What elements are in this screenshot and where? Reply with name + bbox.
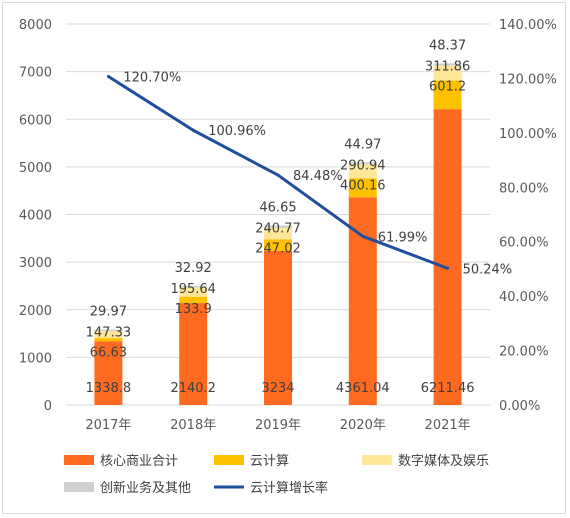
data-label: 311.86 [425, 59, 471, 74]
bar-segment [348, 178, 377, 198]
bar-segment [433, 109, 462, 406]
legend-swatch [362, 455, 392, 465]
bar-segment [264, 225, 292, 228]
data-label: 1338.8 [86, 381, 132, 396]
y-right-tick-label: 20.00% [499, 345, 549, 360]
y-left-tick-label: 2000 [19, 304, 52, 319]
legend-swatch [64, 482, 94, 492]
data-label: 2140.2 [170, 381, 216, 396]
y-left-tick-label: 3000 [19, 256, 52, 271]
data-label: 44.97 [344, 137, 381, 152]
bar-segment [94, 331, 123, 339]
growth-rate-point [106, 75, 110, 79]
growth-rate-label: 50.24% [463, 262, 513, 277]
data-label: 32.92 [175, 261, 212, 276]
bar-segment [179, 296, 208, 304]
bar-segment [94, 329, 123, 332]
data-label: 46.65 [259, 201, 296, 216]
bar-segment [264, 250, 292, 405]
growth-rate-point [191, 128, 195, 132]
y-right-tick-label: 40.00% [499, 290, 549, 305]
data-label: 240.77 [255, 222, 301, 237]
y-right-tick-label: 100.00% [499, 127, 557, 142]
data-label: 290.94 [340, 158, 386, 173]
legend-swatch [64, 455, 94, 465]
bar-segment [264, 227, 292, 240]
y-right-tick-label: 60.00% [499, 236, 549, 251]
x-tick-label: 2019年 [255, 418, 301, 433]
data-label: 601.2 [429, 79, 466, 94]
y-left-tick-label: 0 [44, 399, 52, 414]
y-left-tick-label: 1000 [19, 351, 52, 366]
legend-label: 创新业务及其他 [100, 480, 191, 496]
y-right-tick-label: 140.00% [499, 18, 557, 33]
bar-segment [348, 162, 377, 165]
data-label: 29.97 [90, 305, 127, 320]
data-label: 3234 [261, 381, 294, 396]
x-tick-label: 2017年 [85, 418, 131, 433]
x-tick-label: 2021年 [425, 418, 471, 433]
x-tick-label: 2018年 [170, 418, 216, 433]
bar-segment [433, 63, 462, 66]
y-left-tick-label: 7000 [19, 66, 52, 81]
y-right-tick-label: 0.00% [499, 399, 540, 414]
bar-segment [433, 65, 462, 81]
data-label: 48.37 [429, 38, 466, 53]
legend-label: 云计算 [250, 454, 289, 469]
bar-segment [94, 341, 123, 405]
growth-rate-point [276, 173, 280, 177]
y-left-tick-label: 6000 [19, 113, 52, 128]
growth-rate-label: 84.48% [293, 169, 343, 184]
y-left-tick-label: 5000 [19, 161, 52, 176]
bar-segment [348, 164, 377, 179]
bar-segment [179, 285, 208, 288]
growth-rate-label: 61.99% [378, 230, 428, 245]
legend-label: 云计算增长率 [250, 480, 328, 496]
bar-segment [179, 287, 208, 297]
growth-rate-point [361, 234, 365, 238]
y-left-tick-label: 4000 [19, 209, 52, 224]
x-tick-label: 2020年 [340, 418, 386, 433]
data-label: 195.64 [170, 282, 216, 297]
growth-rate-point [446, 266, 450, 270]
bar-segment [94, 338, 123, 342]
growth-rate-label: 100.96% [208, 124, 266, 139]
y-right-tick-label: 80.00% [499, 181, 549, 196]
bar-segment [264, 239, 292, 251]
bar-segment [179, 303, 208, 405]
data-label: 400.16 [340, 178, 386, 193]
data-label: 247.02 [255, 242, 301, 257]
legend-swatch [214, 455, 244, 465]
data-label: 66.63 [90, 346, 127, 361]
legend-label: 数字媒体及娱乐 [398, 454, 489, 469]
legend-label: 核心商业合计 [100, 454, 178, 469]
y-right-tick-label: 120.00% [499, 72, 557, 87]
data-label: 147.33 [86, 326, 132, 341]
data-label: 133.9 [175, 302, 212, 317]
growth-rate-label: 120.70% [123, 71, 181, 86]
y-left-tick-label: 8000 [19, 18, 52, 33]
data-label: 4361.04 [336, 381, 390, 396]
bar-segment [433, 80, 462, 110]
bar-segment [348, 197, 377, 405]
data-label: 6211.46 [421, 381, 475, 396]
